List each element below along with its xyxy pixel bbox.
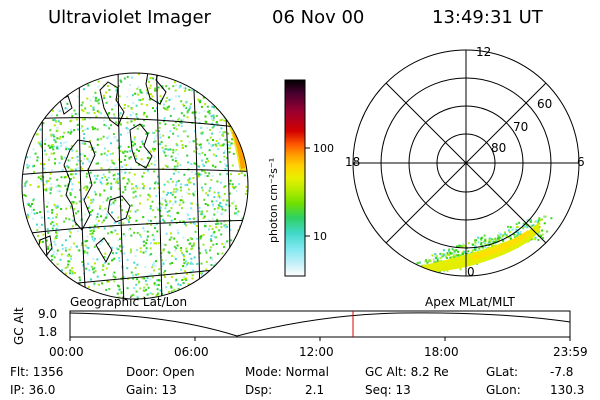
mlat-label-60: 60 xyxy=(537,97,553,111)
mlat-label-70: 70 xyxy=(513,120,529,134)
geo-caption: Geographic Lat/Lon xyxy=(70,295,188,309)
polar-caption: Apex MLat/MLT xyxy=(425,295,515,309)
colorbar-unit-label: photon cm⁻²s⁻¹ xyxy=(267,157,280,243)
colorbar-gradient xyxy=(284,79,306,277)
door-status: Door: Open xyxy=(126,365,195,379)
orbit-altitude-plot xyxy=(69,310,571,341)
mode-status: Mode: Normal xyxy=(245,365,329,379)
colorbar xyxy=(284,79,310,277)
polar-plot xyxy=(352,49,580,277)
time-label: 13:49:31 UT xyxy=(432,7,543,28)
dsp-label: Dsp: xyxy=(245,383,273,397)
mlt-label-12: 12 xyxy=(476,45,492,59)
geographic-map xyxy=(21,72,249,300)
orbit-xtick-0000: 00:00 xyxy=(49,345,84,359)
date-label: 06 Nov 00 xyxy=(272,7,365,28)
mlt-label-6: 6 xyxy=(577,155,585,169)
glat-label: GLat: xyxy=(486,365,519,379)
orbit-xtick-2359: 23:59 xyxy=(553,345,588,359)
glon-label: GLon: xyxy=(486,383,521,397)
colorbar-label-100: 100 xyxy=(313,142,334,155)
geo-disk-outline xyxy=(21,72,249,300)
gain-value: Gain: 13 xyxy=(126,383,177,397)
orbit-ytick-1: 1.8 xyxy=(38,325,58,339)
mlat-label-80: 80 xyxy=(491,141,507,155)
gc-altitude: GC Alt: 8.2 Re xyxy=(365,365,449,379)
orbit-ytick-9: 9.0 xyxy=(38,307,58,321)
polar-line-diag-2 xyxy=(385,82,547,244)
sequence-number: Seq: 13 xyxy=(365,383,411,397)
mlt-label-18: 18 xyxy=(345,155,361,169)
mlt-label-0: 0 xyxy=(467,265,475,279)
orbit-xtick-0600: 06:00 xyxy=(174,345,209,359)
ip-value: IP: 36.0 xyxy=(10,383,56,397)
glat-value: -7.8 xyxy=(550,365,574,379)
orbit-xtick-1200: 12:00 xyxy=(299,345,334,359)
instrument-title: Ultraviolet Imager xyxy=(48,7,211,28)
orbit-altitude-curve xyxy=(69,312,571,337)
orbit-ylabel: GC Alt xyxy=(12,307,26,345)
dsp-value: 2.1 xyxy=(305,383,325,397)
glon-value: 130.3 xyxy=(550,383,585,397)
flight-number: Flt: 1356 xyxy=(10,365,64,379)
colorbar-label-10: 10 xyxy=(313,230,327,243)
geo-graticule xyxy=(22,73,248,299)
orbit-xtick-1800: 18:00 xyxy=(424,345,459,359)
